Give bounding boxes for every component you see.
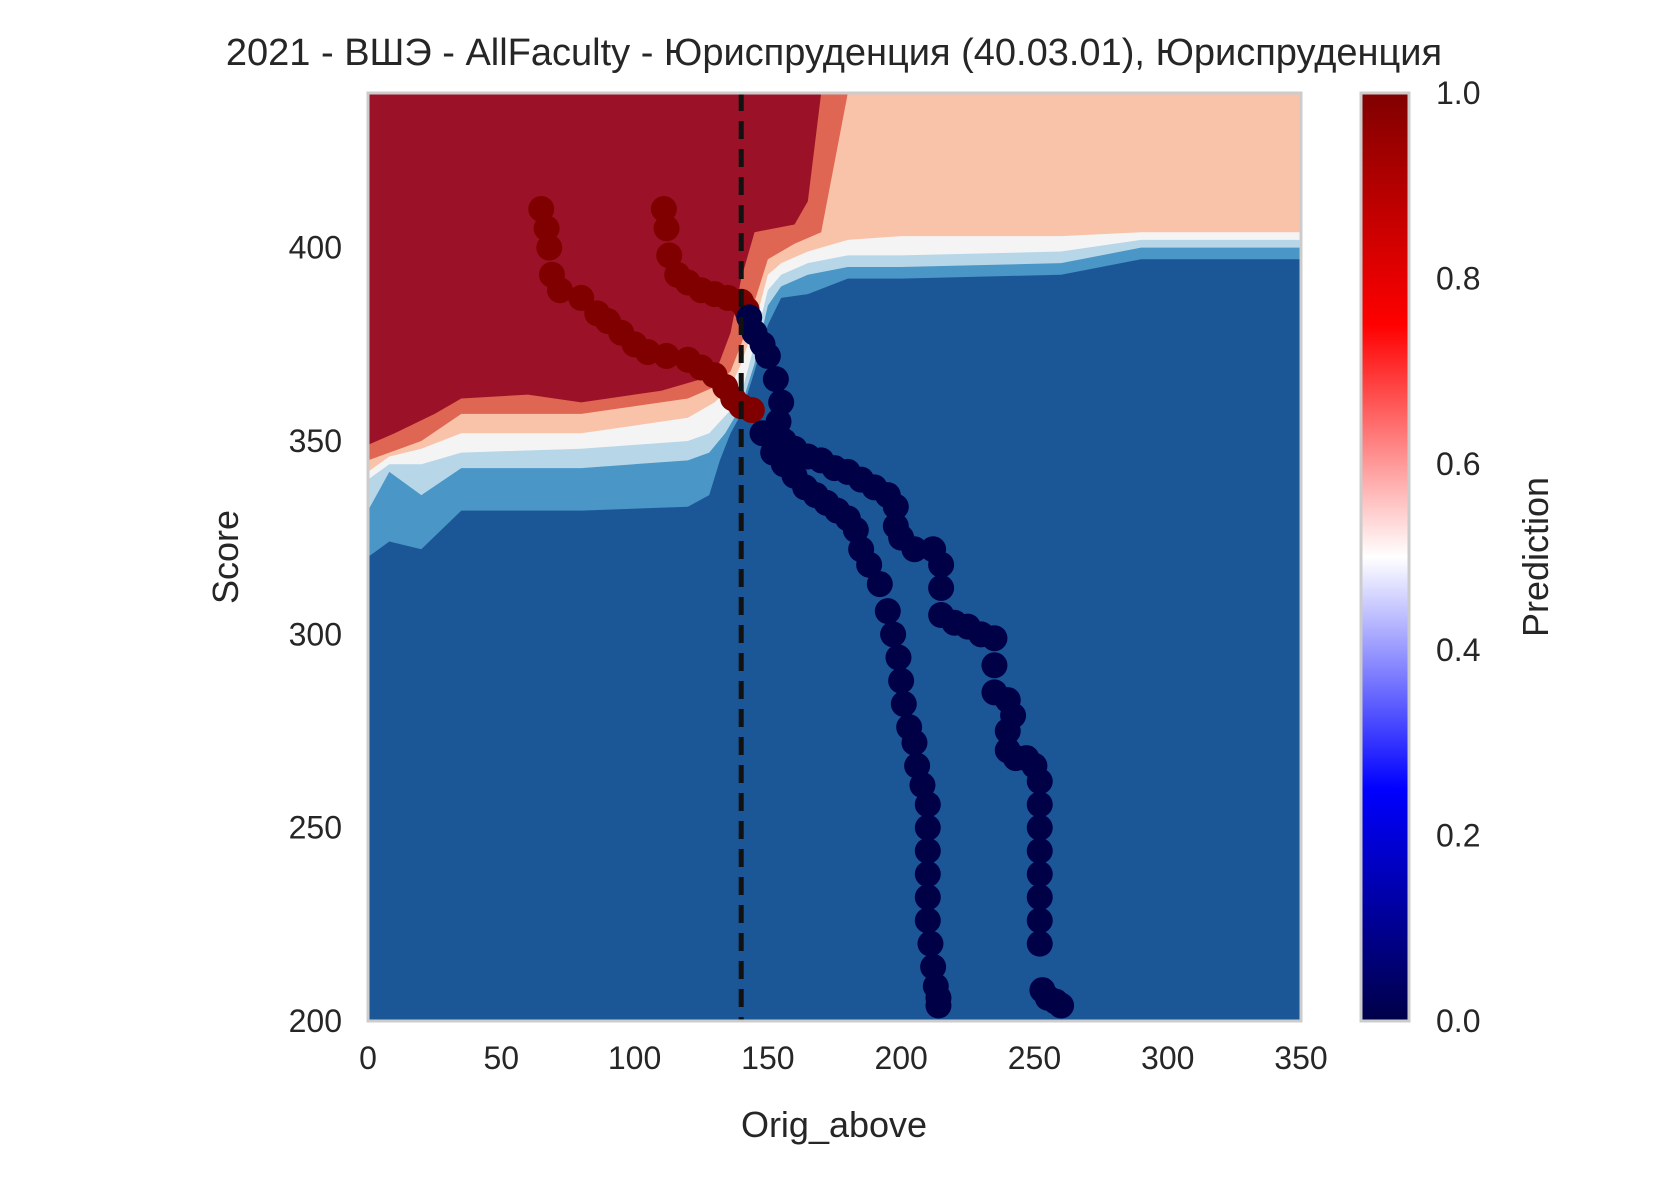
data-point-s2-40 <box>1026 814 1053 841</box>
data-point-s2-22 <box>928 551 955 578</box>
data-point-s2-41 <box>1026 837 1053 864</box>
y-tick-label: 250 <box>289 810 342 846</box>
data-point-s2-38 <box>1026 768 1053 795</box>
data-point-s2-29 <box>981 652 1008 679</box>
x-tick-label: 50 <box>483 1040 519 1076</box>
y-axis-ticks: 200 250 300 350 400 <box>289 230 342 1039</box>
data-point-s2-4 <box>762 366 789 393</box>
data-point-s2-3 <box>754 342 781 369</box>
plot-frame <box>366 91 1303 1023</box>
x-axis-ticks: 0 50 100 150 200 250 300 350 <box>359 1040 1328 1076</box>
y-tick-label: 400 <box>289 230 342 266</box>
data-point-s3-32 <box>925 992 952 1019</box>
data-point-s3-13 <box>874 598 901 625</box>
data-point-s2-44 <box>1026 907 1053 934</box>
data-point-s2-33 <box>994 718 1021 744</box>
data-point-s2-20 <box>901 536 928 563</box>
colorbar-tick-label: 1.0 <box>1436 75 1480 111</box>
x-tick-label: 100 <box>608 1040 661 1076</box>
data-point-s3-22 <box>914 791 941 818</box>
colorbar <box>1359 91 1411 1023</box>
y-tick-label: 200 <box>289 1003 342 1039</box>
data-point-s2-39 <box>1026 791 1053 818</box>
y-tick-label: 300 <box>289 616 342 652</box>
data-point-s3-16 <box>888 667 915 694</box>
data-point-s1-0 <box>650 196 677 222</box>
x-tick-label: 200 <box>874 1040 927 1076</box>
x-tick-label: 350 <box>1274 1040 1327 1076</box>
data-point-s2-23 <box>928 574 955 601</box>
data-point-s0-11 <box>653 342 680 369</box>
x-tick-label: 300 <box>1141 1040 1194 1076</box>
data-point-s3-11 <box>856 551 883 578</box>
data-point-s3-28 <box>917 930 944 957</box>
data-point-s2-5 <box>768 389 795 416</box>
colorbar-label: Prediction <box>1515 477 1556 637</box>
data-point-s3-12 <box>866 571 893 598</box>
data-point-s0-1 <box>533 215 560 242</box>
chart-title: 2021 - ВШЭ - AllFaculty - Юриспруденция … <box>226 32 1442 74</box>
colorbar-tick-label: 0.8 <box>1436 261 1480 297</box>
y-tick-label: 350 <box>289 423 342 459</box>
data-point-s2-43 <box>1026 884 1053 911</box>
x-tick-label: 0 <box>359 1040 377 1076</box>
data-point-s3-19 <box>901 729 928 756</box>
series-layer <box>528 196 1075 1019</box>
x-axis-label: Orig_above <box>741 1104 927 1145</box>
colorbar-tick-label: 0.2 <box>1436 817 1480 853</box>
data-point-s3-14 <box>880 621 907 648</box>
colorbar-tick-label: 0.6 <box>1436 446 1480 482</box>
y-axis-label: Score <box>205 510 246 604</box>
data-point-s3-23 <box>914 814 941 841</box>
data-point-s2-28 <box>981 625 1008 652</box>
colorbar-tick-label: 0.4 <box>1436 632 1480 668</box>
data-point-s3-24 <box>914 837 941 864</box>
data-point-s3-25 <box>914 861 941 888</box>
x-tick-label: 150 <box>741 1040 794 1076</box>
data-point-s2-17 <box>882 493 909 520</box>
colorbar-ticks: 0.0 0.2 0.4 0.6 0.8 1.0 <box>1436 75 1480 1039</box>
data-point-s0-18 <box>738 397 765 424</box>
data-point-s3-15 <box>885 644 912 671</box>
data-point-s3-26 <box>914 884 941 911</box>
data-point-s1-1 <box>653 215 680 242</box>
data-point-s3-0 <box>749 420 776 447</box>
data-point-s0-4 <box>546 277 573 304</box>
data-point-s3-27 <box>914 907 941 934</box>
data-point-s0-5 <box>568 284 595 311</box>
data-point-s2-49 <box>1048 992 1075 1019</box>
contour-layer <box>368 93 1301 1021</box>
data-point-s2-42 <box>1026 861 1053 888</box>
data-point-s2-45 <box>1026 930 1053 957</box>
x-tick-label: 250 <box>1008 1040 1061 1076</box>
data-point-s3-17 <box>890 690 917 717</box>
data-point-s3-29 <box>920 953 947 980</box>
colorbar-tick-label: 0.0 <box>1436 1003 1480 1039</box>
data-point-s0-2 <box>536 234 563 261</box>
